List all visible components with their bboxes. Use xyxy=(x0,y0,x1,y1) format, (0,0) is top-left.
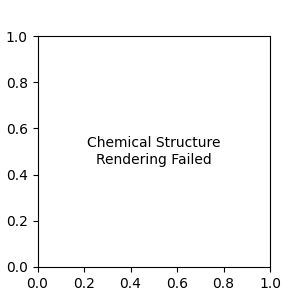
Text: Chemical Structure
Rendering Failed: Chemical Structure Rendering Failed xyxy=(87,136,220,166)
